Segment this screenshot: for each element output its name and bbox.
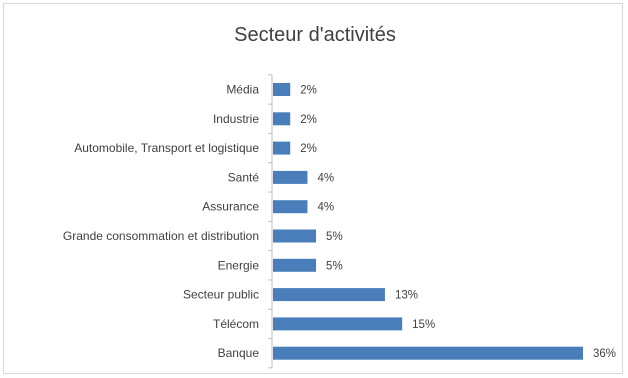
bar [273, 288, 385, 302]
data-label: 13% [395, 290, 418, 302]
chart-title: Secteur d'activités [234, 24, 396, 46]
bar [273, 170, 308, 184]
data-label: 5% [326, 231, 343, 243]
category-label: Banque [218, 346, 260, 360]
bar [273, 229, 317, 243]
data-label: 4% [317, 172, 334, 184]
data-label: 2% [300, 114, 317, 126]
data-label: 5% [326, 260, 343, 272]
category-label: Grande consommation et distribution [63, 229, 259, 243]
data-label: 2% [300, 85, 317, 97]
bar [273, 83, 291, 96]
category-label: Automobile, Transport et logistique [74, 141, 259, 155]
bar [273, 258, 317, 272]
category-label: Energie [218, 258, 260, 272]
category-label: Secteur public [183, 288, 259, 302]
data-label: 36% [593, 348, 616, 360]
data-label: 4% [317, 202, 334, 214]
category-label: Santé [228, 170, 260, 184]
category-label: Média [226, 83, 259, 97]
data-label: 2% [300, 143, 317, 155]
bar [273, 346, 583, 360]
category-label: Industrie [213, 112, 259, 126]
category-label: Télécom [213, 317, 259, 331]
chart-frame [3, 3, 623, 374]
bar [273, 317, 403, 331]
category-label: Assurance [202, 200, 259, 214]
bar [273, 112, 291, 126]
bar [273, 200, 308, 214]
bar [273, 141, 291, 155]
data-label: 15% [412, 319, 435, 331]
